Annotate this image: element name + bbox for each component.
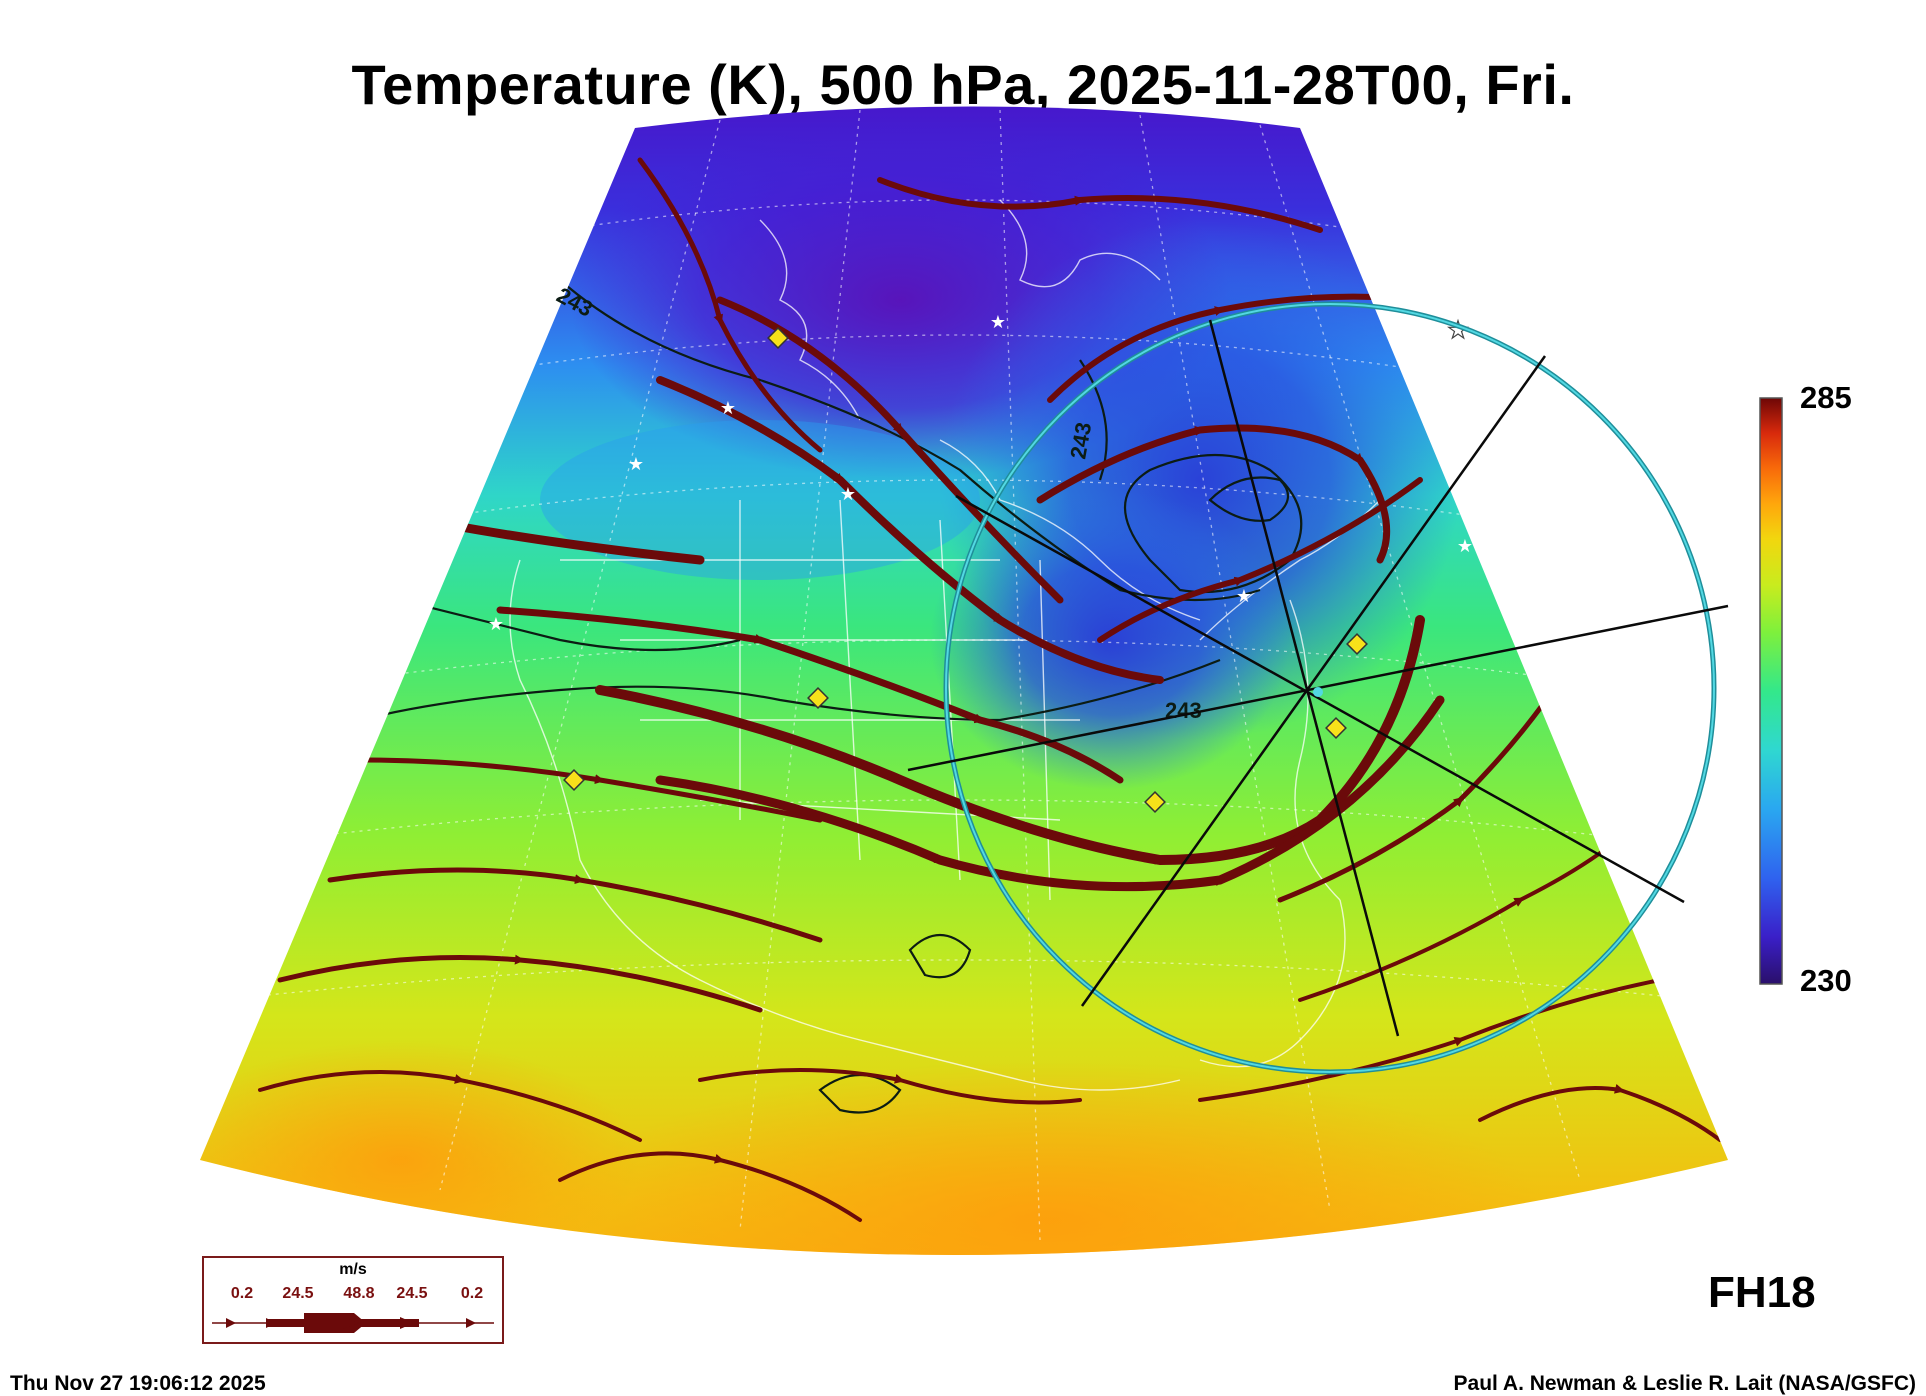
streamline: [655, 695, 1445, 892]
station-marker: [767, 327, 789, 349]
streamline: [327, 867, 823, 943]
station-markers: [563, 327, 1368, 813]
legend-value: 24.5: [282, 1285, 314, 1302]
contour-label: 243: [1165, 698, 1202, 723]
station-marker: [1346, 633, 1368, 655]
wind-streamlines: [258, 157, 1722, 1222]
star-marker: ★: [720, 398, 736, 419]
star-marker: ★: [488, 614, 504, 635]
legend-arrow-icon: [212, 1313, 494, 1333]
streamline: [1097, 477, 1423, 643]
streamline: [1198, 978, 1662, 1102]
streamline: [277, 954, 763, 1013]
range-overlay: [907, 301, 1729, 1075]
colorbar: [1759, 397, 1783, 985]
credit: Paul A. Newman & Leslie R. Lait (NASA/GS…: [1453, 1372, 1916, 1395]
station-marker: [563, 769, 585, 791]
streamline: [445, 520, 705, 565]
streamline: [637, 157, 823, 453]
streamline: [1047, 293, 1423, 403]
legend-value: 48.8: [343, 1285, 375, 1302]
legend-values: 0.2 24.5 48.8 24.5 0.2: [204, 1285, 502, 1305]
colorbar-max-label: 285: [1800, 380, 1852, 415]
star-marker: ★: [628, 454, 644, 475]
legend-value: 24.5: [396, 1285, 428, 1302]
center-marker: [1313, 687, 1323, 697]
legend-value: 0.2: [230, 1285, 254, 1302]
legend-unit: m/s: [339, 1261, 367, 1278]
colorbar-min-label: 230: [1800, 963, 1852, 998]
streamline: [698, 1068, 1082, 1105]
station-marker: [1325, 717, 1347, 739]
star-marker: ★: [1236, 586, 1252, 607]
timestamp: Thu Nov 27 19:06:12 2025: [10, 1372, 266, 1395]
streamline: [496, 606, 1124, 784]
star-marker: ★: [840, 484, 856, 505]
forecast-hour-label: FH18: [1708, 1268, 1816, 1317]
streamline: [656, 376, 1164, 684]
star-marker: ★: [990, 312, 1006, 333]
station-marker: [1144, 791, 1166, 813]
streamline: [258, 1070, 642, 1142]
streamline: [1478, 1083, 1722, 1142]
temperature-field: [200, 106, 1728, 1255]
streamline: [1277, 677, 1563, 903]
star-marker: ★: [1457, 536, 1473, 557]
legend-value: 0.2: [460, 1285, 484, 1302]
station-marker: [807, 687, 829, 709]
star-markers: ★ ★ ★ ★ ★ ★ ★: [488, 312, 1473, 635]
wind-speed-legend: m/s 0.2 24.5 48.8 24.5 0.2: [202, 1256, 504, 1344]
streamline: [558, 1151, 862, 1222]
streamline: [877, 177, 1323, 233]
streamline: [357, 757, 823, 823]
map-title: Temperature (K), 500 hPa, 2025-11-28T00,…: [351, 53, 1575, 116]
